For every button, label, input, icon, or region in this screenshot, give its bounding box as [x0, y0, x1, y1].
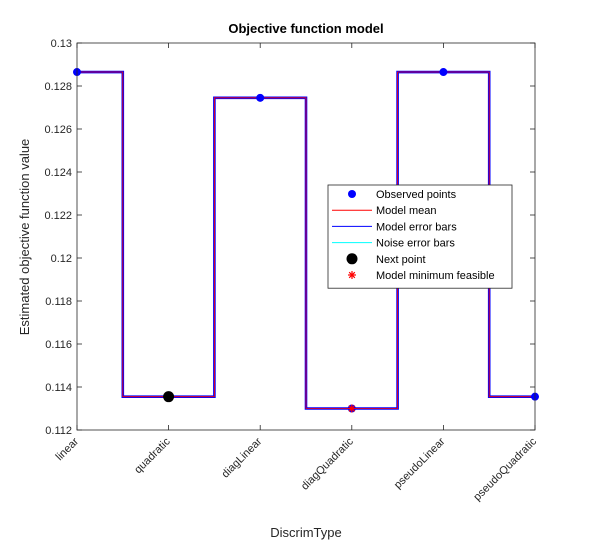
y-tick-label: 0.112 — [45, 425, 72, 437]
series-model-mean — [77, 71, 535, 409]
legend-swatch-model-minimum-feasible — [348, 271, 356, 279]
legend-swatch-next-point — [346, 253, 358, 265]
y-tick-label: 0.128 — [44, 81, 72, 93]
y-tick-label: 0.126 — [44, 124, 72, 136]
series-layer — [73, 68, 539, 413]
x-tick-label: quadratic — [132, 435, 173, 476]
legend-label-next-point: Next point — [376, 254, 426, 266]
legend-label-model-minimum-feasible: Model minimum feasible — [376, 270, 495, 282]
x-axis-label: DiscrimType — [270, 525, 342, 540]
legend: Observed points Model mean Model error bar… — [327, 184, 513, 289]
chart-title: Objective function model — [228, 21, 383, 36]
legend-label-model-mean: Model mean — [376, 205, 437, 217]
legend-swatch-observed-points — [348, 190, 356, 198]
x-tick-label: pseudoLinear — [392, 435, 448, 491]
y-tick-label: 0.124 — [44, 167, 72, 179]
axes-box — [76, 42, 536, 431]
y-tick-label: 0.118 — [45, 296, 72, 308]
y-tick-label: 0.116 — [45, 339, 72, 351]
x-tick-label: pseudoQuadratic — [471, 435, 539, 503]
y-tick-label: 0.13 — [51, 38, 72, 50]
legend-label-model-error-bars: Model error bars — [376, 221, 457, 233]
x-tick-label: diagQuadratic — [299, 435, 356, 492]
model-minimum-feasible-point-stroke — [348, 405, 356, 412]
legend-label-noise-error-bars: Noise error bars — [376, 238, 455, 250]
y-tick-label: 0.122 — [44, 210, 72, 222]
x-tick-label: linear — [54, 435, 82, 463]
legend-box — [327, 184, 513, 289]
legend-label-observed-points: Observed points — [376, 189, 457, 201]
observed-point — [256, 93, 265, 102]
y-tick-label: 0.114 — [45, 382, 72, 394]
x-tick-label: diagLinear — [220, 435, 265, 480]
next-point — [163, 391, 175, 403]
legend-swatch-model-minimum-feasible-stroke — [348, 271, 356, 279]
y-tick-label: 0.12 — [51, 253, 72, 265]
observed-point — [439, 68, 448, 77]
model-minimum-feasible-point — [347, 404, 356, 413]
y-axis-label: Estimated objective function value — [17, 139, 32, 336]
